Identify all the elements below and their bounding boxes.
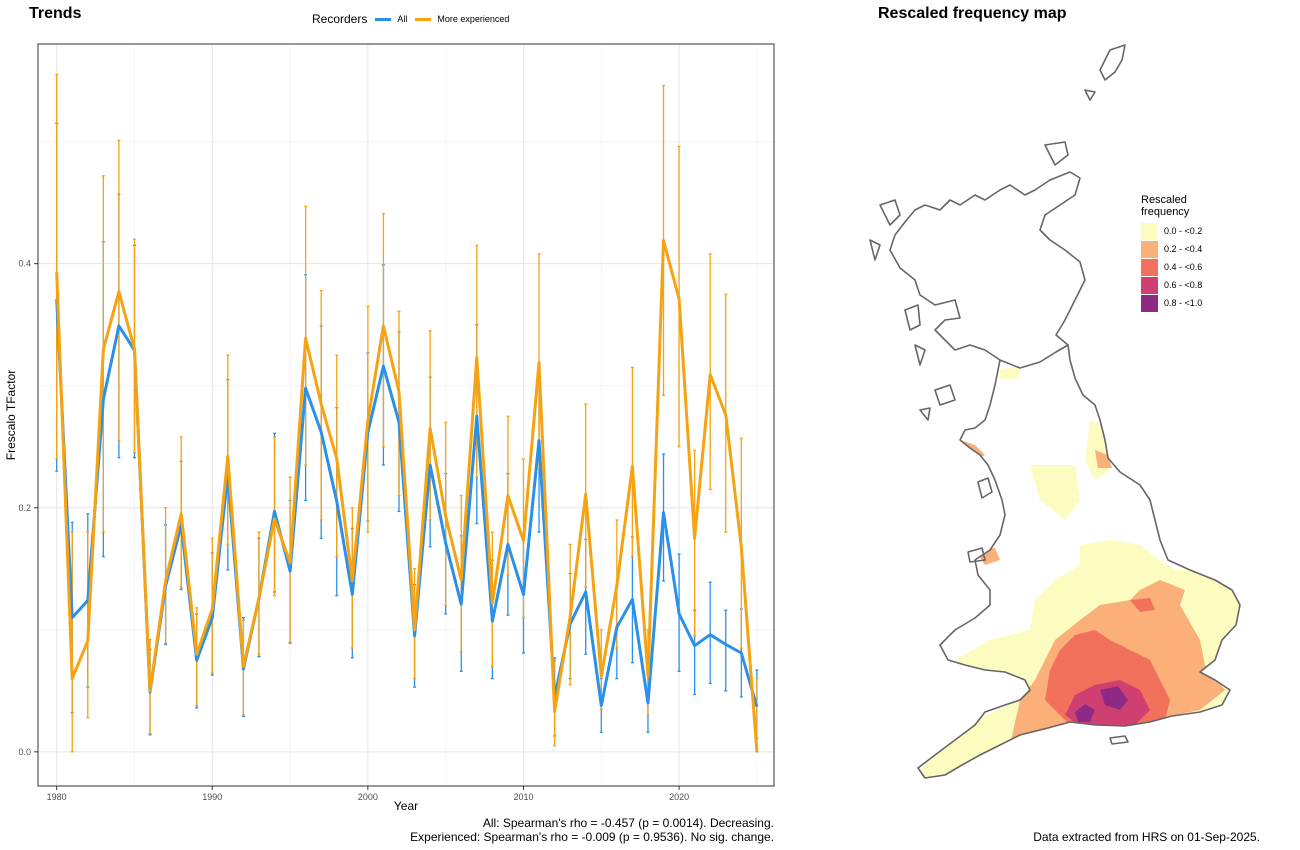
stat-all: All: Spearman's rho = -0.457 (p = 0.0014… [482,816,774,830]
map-legend: Rescaled frequency 0.0 - <0.2 0.2 - <0.4… [1141,194,1202,312]
outline-mainland [917,344,1241,779]
map-legend-row: 0.0 - <0.2 [1141,222,1202,240]
trends-chart: 1980 1990 2000 2010 2020 0.0 0.2 0.4 Year Frescal… [4,43,775,813]
map-legend-label: 0.8 - <1.0 [1164,298,1203,308]
x-tick-label: 1980 [47,792,67,802]
x-axis-label: Year [394,799,418,813]
legend-title: Recorders [312,12,368,26]
outline-anglesey [967,547,986,563]
map-legend-label: 0.2 - <0.4 [1164,244,1203,254]
map-legend-row: 0.8 - <1.0 [1141,294,1202,312]
y-axis-label: Frescalo TFactor [4,370,18,460]
x-tick-label: 2010 [513,792,533,802]
map-legend-swatch [1141,276,1158,294]
trends-title: Trends [29,5,82,22]
map-legend-title-line2: frequency [1141,206,1190,218]
shade-0.8 [1075,686,1128,722]
chart-legend: Recorders All More experienced [312,12,509,26]
legend-swatch-all [375,17,392,21]
stat-experienced: Experienced: Spearman's rho = -0.009 (p … [410,830,774,844]
map-legend-row: 0.2 - <0.4 [1141,240,1202,258]
outline-islands-north [1044,44,1126,166]
map-legend-row: 0.6 - <0.8 [1141,276,1202,294]
outline-isle-of-wight [1109,735,1129,745]
y-tick-label: 0.2 [18,503,31,513]
legend-label-all: All [397,14,408,24]
outline-hebrides [869,199,956,421]
map-legend-label: 0.4 - <0.6 [1164,262,1203,272]
series-line-experienced [55,239,759,752]
map-legend-title: Rescaled frequency [1141,194,1202,218]
outline-scotland [889,171,1086,361]
legend-item-experienced: More experienced [415,14,509,24]
plot-border [37,43,775,787]
map-legend-swatch [1141,258,1158,276]
map-legend-swatch [1141,240,1158,258]
x-tick-label: 1990 [202,792,222,802]
map-legend-swatch [1141,222,1158,240]
map-title: Rescaled frequency map [878,5,1067,22]
map-outline [869,44,1241,779]
legend-item-all: All [375,14,407,24]
x-tick-label: 2000 [358,792,378,802]
legend-label-experienced: More experienced [437,14,510,24]
frequency-map [869,44,1241,779]
map-legend-label: 0.6 - <0.8 [1164,280,1203,290]
map-legend-row: 0.4 - <0.6 [1141,258,1202,276]
legend-swatch-experienced [415,17,432,21]
map-legend-swatch [1141,294,1158,312]
shade-0.0-north [1000,365,1110,520]
outline-isle-of-man [977,477,993,499]
y-tick-label: 0.4 [18,259,31,269]
map-legend-label: 0.0 - <0.2 [1164,226,1203,236]
data-note: Data extracted from HRS on 01-Sep-2025. [1033,830,1260,844]
map-legend-title-line1: Rescaled [1141,194,1187,206]
x-tick-label: 2020 [669,792,689,802]
y-tick-label: 0.0 [18,747,31,757]
